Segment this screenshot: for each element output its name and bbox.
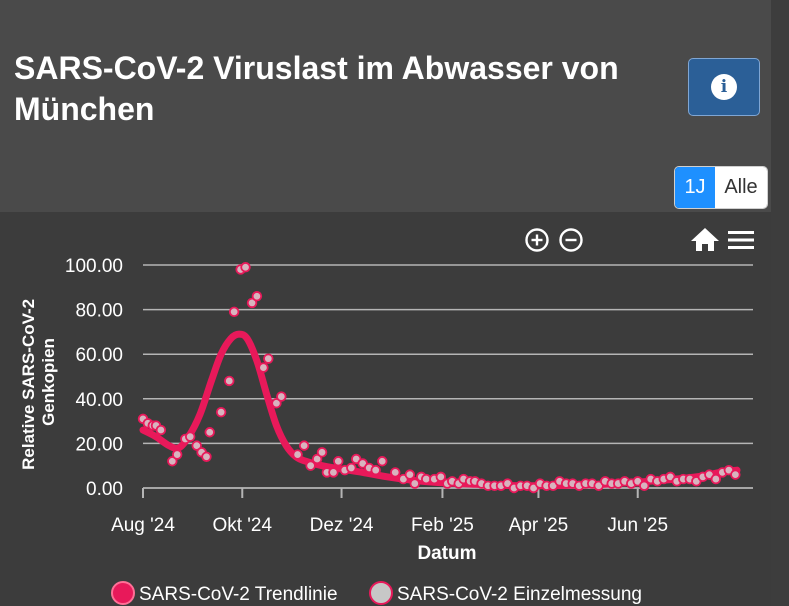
zoom-out-icon[interactable]: [559, 228, 583, 252]
trend-line: [139, 330, 741, 490]
measurement-point: [298, 440, 310, 451]
y-axis-title: Relative SARS-CoV-2 Genkopien: [19, 294, 58, 470]
measurement-point: [328, 467, 339, 478]
info-icon: i: [711, 74, 737, 100]
measurement-point: [316, 447, 328, 458]
measurement-point: [311, 453, 323, 465]
y-tick-label: 20.00: [75, 434, 123, 455]
measurement-point: [155, 424, 167, 436]
x-axis-title: Datum: [417, 543, 476, 564]
y-tick-label: 0.00: [86, 479, 123, 500]
y-tick-label: 80.00: [75, 301, 123, 322]
x-tick-label: Apr '25: [509, 515, 569, 536]
home-icon[interactable]: [691, 228, 719, 251]
trend-series: [139, 330, 741, 490]
measurement-point: [305, 460, 316, 471]
measurement-point: [258, 362, 269, 373]
measurement-point: [201, 451, 212, 462]
measurement-point: [435, 471, 447, 483]
wastewater-chart: 0.00 20.00 40.00 60.00 80.00 100.00 Aug '24 Ok…: [19, 228, 754, 605]
legend: SARS-CoV-2 Trendlinie SARS-CoV-2 Einzelm…: [111, 581, 642, 605]
measurement-point: [184, 431, 196, 442]
measurement-point: [370, 464, 381, 476]
y-tick-label: 100.00: [65, 256, 123, 277]
legend-measurement-marker: [369, 581, 393, 605]
legend-trend-marker: [111, 581, 135, 605]
range-all-button[interactable]: Alle: [715, 167, 767, 208]
measurement-series: [137, 262, 741, 494]
y-tick-label: 60.00: [75, 345, 123, 366]
legend-item-trend[interactable]: SARS-CoV-2 Trendlinie: [111, 581, 338, 605]
x-tick-label: Okt '24: [212, 515, 272, 536]
measurement-point: [276, 391, 287, 402]
measurement-point: [167, 456, 178, 467]
measurement-point: [292, 449, 303, 460]
measurement-point: [710, 473, 722, 485]
legend-measurement-label: SARS-CoV-2 Einzelmessung: [397, 584, 642, 605]
measurement-point: [404, 469, 416, 480]
measurement-point: [228, 306, 240, 318]
y-tick-label: 40.00: [75, 390, 123, 411]
page-title: SARS-CoV-2 Viruslast im Abwasser von Mün…: [14, 50, 619, 127]
measurement-point: [246, 297, 258, 309]
zoom-in-icon[interactable]: [525, 228, 549, 252]
measurement-point: [224, 375, 235, 387]
measurement-point: [263, 353, 274, 364]
y-axis-title-line2: Genkopien: [39, 338, 58, 426]
legend-trend-label: SARS-CoV-2 Trendlinie: [139, 584, 338, 605]
measurement-point: [377, 456, 388, 467]
measurement-point: [639, 480, 650, 491]
page-edge: [771, 0, 789, 606]
range-1y-button[interactable]: 1J: [675, 167, 715, 208]
info-button[interactable]: i: [688, 58, 760, 116]
x-tick-label: Aug '24: [111, 515, 175, 536]
legend-item-measurement[interactable]: SARS-CoV-2 Einzelmessung: [369, 581, 642, 605]
measurement-point: [215, 406, 227, 418]
measurement-point: [409, 478, 420, 489]
measurement-point: [240, 262, 251, 273]
measurement-point: [730, 469, 741, 480]
menu-icon[interactable]: [728, 231, 754, 249]
x-tick-label: Feb '25: [411, 515, 474, 536]
measurement-point: [390, 467, 401, 478]
measurement-point: [171, 449, 183, 460]
measurement-point: [271, 398, 282, 409]
grid: [143, 264, 753, 489]
x-tick-label: Dez '24: [310, 515, 374, 536]
y-axis-title-line1: Relative SARS-CoV-2: [19, 299, 38, 470]
measurement-point: [251, 291, 263, 302]
measurement-point: [204, 427, 215, 438]
chart-panel: 0.00 20.00 40.00 60.00 80.00 100.00 Aug '24 Ok…: [0, 212, 771, 606]
range-toggle: 1J Alle: [674, 166, 768, 209]
measurement-point: [191, 440, 202, 451]
measurement-point: [346, 462, 357, 474]
measurement-point: [333, 456, 344, 467]
y-axis-ticks: 0.00 20.00 40.00 60.00 80.00 100.00: [65, 256, 123, 500]
x-axis: Aug '24 Okt '24 Dez '24 Feb '25 Apr '25 Jun '…: [111, 487, 753, 536]
x-tick-label: Jun '25: [607, 515, 668, 536]
